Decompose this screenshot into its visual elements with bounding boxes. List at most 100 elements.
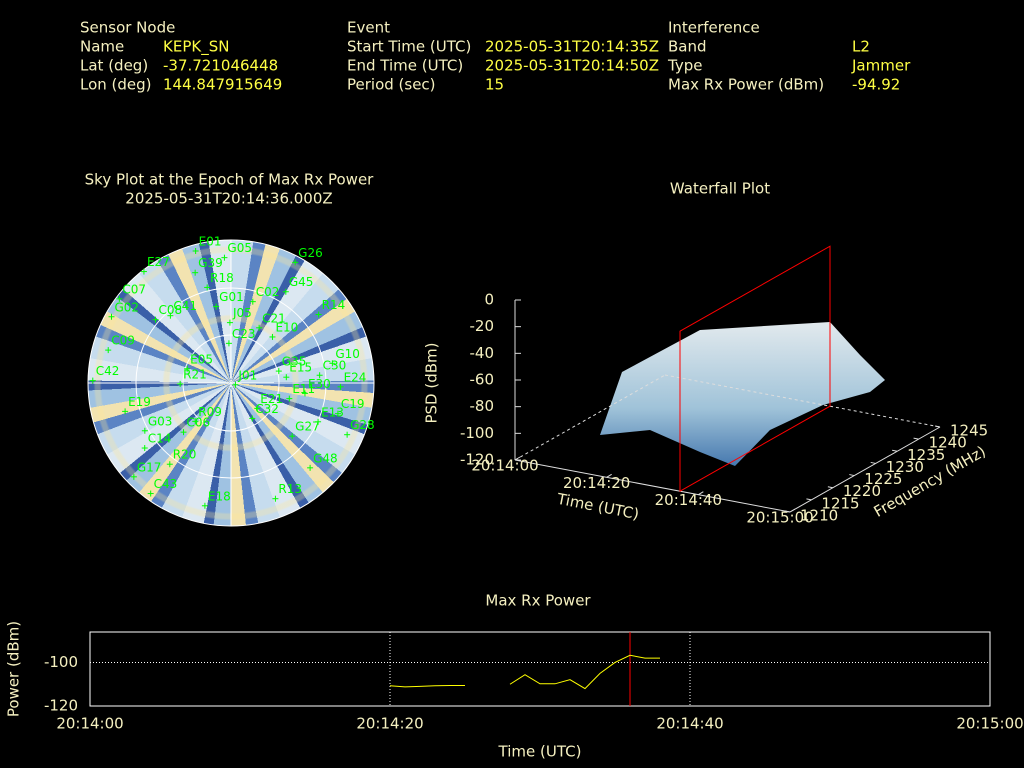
satellite-label: E15	[289, 361, 312, 375]
satellite	[167, 312, 174, 319]
psd-tick-label: -100	[460, 424, 494, 442]
back-edge	[664, 374, 941, 428]
field-value: L2	[852, 38, 870, 56]
satellite-label: E05	[190, 352, 213, 366]
satellite	[130, 473, 137, 480]
time-tick	[789, 508, 796, 513]
satellite	[147, 490, 154, 497]
satellite	[192, 418, 199, 425]
field-value: KEPK_SN	[163, 38, 229, 57]
time-tick-label: 20:14:20	[563, 474, 630, 492]
line-frame	[89, 631, 991, 707]
y-axis-title: Power (dBm)	[5, 621, 23, 717]
psd-tick-label: -80	[470, 397, 495, 415]
waterfall-title: Waterfall Plot	[670, 180, 770, 198]
y-tick-label: -100	[44, 653, 78, 671]
satellite-label: E11	[292, 382, 315, 396]
section-title: Sensor Node	[80, 19, 175, 37]
satellite	[140, 268, 147, 275]
time-axis-title: Time (UTC)	[555, 490, 641, 524]
satellite	[116, 295, 123, 302]
satellite	[292, 259, 299, 266]
satellite-label: E19	[128, 395, 151, 409]
satellite-label: R09	[198, 405, 222, 419]
satellite-label: C32	[255, 402, 279, 416]
satellite	[316, 372, 323, 379]
field-label: Name	[80, 38, 124, 56]
satellite-label: G27	[295, 420, 320, 434]
field-value: Jammer	[851, 57, 911, 75]
time-tick	[606, 473, 612, 478]
satellite	[221, 254, 228, 261]
satellite	[283, 374, 290, 381]
satellite	[166, 461, 173, 468]
satellite-label: G45	[289, 275, 314, 289]
satellite	[334, 410, 341, 417]
line-title: Max Rx Power	[485, 592, 591, 610]
satellite	[152, 316, 159, 323]
satellite-label: R13	[278, 482, 302, 496]
satellite	[105, 347, 112, 354]
satellite	[301, 390, 308, 397]
satellite	[337, 383, 344, 390]
satellite-label: G26	[298, 246, 323, 260]
frequency-tick-label: 1215	[821, 494, 859, 512]
satellite	[344, 431, 351, 438]
satellite-label: C21	[262, 311, 286, 325]
psd-tick-label: -20	[470, 317, 495, 335]
psd-axis-title: PSD (dBm)	[423, 342, 441, 423]
field-label: Band	[668, 38, 707, 56]
satellite	[272, 495, 279, 502]
field-value: -94.92	[852, 76, 900, 94]
satellite-label: E01	[199, 235, 222, 249]
frequency-tick-label: 1245	[950, 422, 988, 440]
epoch-plane	[679, 245, 831, 493]
satellite	[249, 415, 256, 422]
satellite	[275, 368, 282, 375]
satellite-label: C06	[187, 416, 211, 430]
frequency-tick	[892, 449, 898, 452]
time-axis	[514, 459, 791, 513]
satellite	[108, 313, 115, 320]
satellite-label: G35	[282, 355, 307, 369]
satellite-label: C07	[122, 282, 146, 296]
time-tick-label: 20:15:00	[746, 509, 813, 527]
field-value: 2025-05-31T20:14:50Z	[485, 57, 659, 75]
x-tick-label: 20:15:00	[956, 715, 1023, 733]
frequency-tick	[934, 425, 941, 428]
frequency-tick-label: 1240	[929, 434, 967, 452]
power-line	[389, 654, 660, 690]
x-tick-label: 20:14:40	[656, 715, 723, 733]
satellite	[177, 380, 184, 387]
satellite	[225, 340, 232, 347]
satellite	[122, 408, 129, 415]
satellite	[289, 433, 296, 440]
frequency-tick	[849, 474, 855, 477]
satellite-label: G10	[335, 347, 360, 361]
time-tick-label: 20:14:40	[655, 491, 722, 509]
satellite-label: J05	[232, 306, 252, 320]
time-tick	[514, 456, 521, 461]
satellite	[307, 464, 314, 471]
frequency-tick-label: 1220	[843, 482, 881, 500]
time-tick-label: 20:14:00	[471, 457, 538, 475]
satellite	[180, 429, 187, 436]
satellite	[141, 445, 148, 452]
psd-tick-label: 0	[484, 291, 494, 309]
satellite	[249, 298, 256, 305]
satellite-label: G28	[350, 418, 375, 432]
satellite	[315, 311, 322, 318]
satellite-label: C19	[341, 397, 365, 411]
field-value: 15	[485, 76, 504, 94]
frequency-tick-label: 1235	[907, 446, 945, 464]
time-tick	[698, 491, 704, 496]
x-tick-label: 20:14:00	[56, 715, 123, 733]
section-title: Interference	[668, 19, 760, 37]
field-value: 144.847915649	[163, 76, 282, 94]
satellite	[141, 427, 148, 434]
frequency-tick-label: 1210	[800, 507, 838, 525]
sky-grid	[87, 239, 375, 527]
satellite-label: E24	[344, 370, 367, 384]
satellite	[226, 319, 233, 326]
